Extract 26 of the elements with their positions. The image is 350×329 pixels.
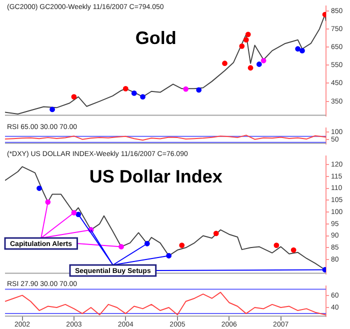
- point: [71, 94, 77, 100]
- point: [213, 230, 219, 236]
- point: [144, 240, 150, 246]
- point: [274, 242, 280, 248]
- point: [196, 87, 202, 93]
- point: [222, 60, 228, 66]
- point: [256, 62, 262, 67]
- point: [260, 58, 266, 64]
- point: [300, 48, 305, 54]
- point: [140, 94, 146, 100]
- point: [122, 86, 128, 92]
- point: [295, 46, 301, 52]
- text: US Dollar Index: [89, 166, 222, 186]
- point: [166, 253, 172, 258]
- point: [245, 32, 251, 38]
- point: [248, 65, 254, 71]
- point: [118, 244, 124, 250]
- point: [183, 86, 189, 92]
- point: [290, 247, 296, 253]
- point: [36, 186, 42, 191]
- text: Gold: [135, 28, 176, 48]
- point: [179, 242, 185, 248]
- point: [50, 106, 55, 112]
- point: [131, 90, 137, 96]
- point: [243, 37, 249, 43]
- point: [239, 43, 245, 49]
